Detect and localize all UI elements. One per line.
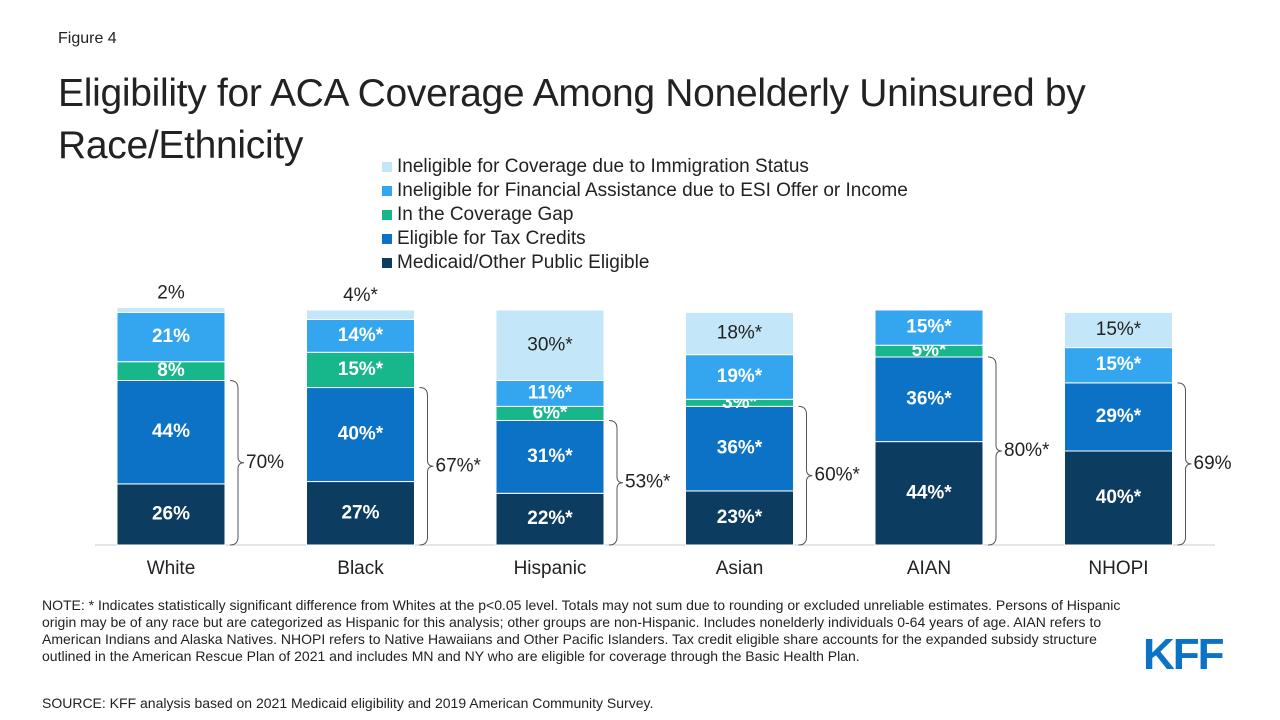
legend-label: Eligible for Tax Credits [397,228,586,249]
bar-segment [874,309,984,346]
data-label: 40%* [338,424,384,445]
bracket [798,405,813,546]
data-label: 15%* [338,359,384,380]
logo: KFF [1143,630,1225,679]
data-label: 6%* [533,402,568,423]
data-label: 31%* [527,446,573,467]
source: SOURCE: KFF analysis based on 2021 Medic… [42,695,654,711]
bracket [987,356,1003,546]
legend-label: Ineligible for Financial Assistance due … [397,180,908,201]
note: NOTE: * Indicates statistically signific… [42,597,1121,664]
bracket [1177,382,1192,546]
data-label: 26% [152,503,190,524]
bar-segment [306,309,415,320]
data-label: 18%* [717,323,763,344]
bar-segment [1064,347,1173,384]
data-label: 15%* [1096,319,1142,340]
bar-segment [495,309,605,381]
bracket-label: 69% [1194,453,1232,474]
bar-segment [495,492,605,546]
data-label: 29%* [1096,406,1142,427]
bar-segment [116,483,226,546]
bar-segment [116,311,226,363]
data-label: 11%* [528,382,573,403]
bar-segment [116,380,226,485]
x-tick-label: Hispanic [514,558,587,579]
data-label: 22%* [527,508,573,529]
figure-label: Figure 4 [58,30,117,47]
bracket [419,387,434,546]
data-label: 27% [341,502,379,523]
bar-segment [306,387,415,483]
bar-segment [874,356,984,443]
legend-swatch [382,258,392,268]
x-tick-label: White [147,558,196,579]
bar-segment [495,380,605,407]
bracket [608,419,624,546]
bar-segment [1064,311,1173,349]
data-label: 44% [152,421,190,442]
x-tick-label: NHOPI [1088,558,1148,579]
data-label: 30%* [527,334,573,355]
bar-segment [874,441,984,546]
data-label: 15%* [906,317,952,338]
bracket-label: 67%* [436,455,482,476]
legend-label: Medicaid/Other Public Eligible [397,252,649,273]
bar-segment [685,490,794,546]
bar-segment [1064,450,1173,546]
data-label: 14%* [338,325,384,346]
bracket-label: 80%* [1004,440,1050,461]
bar-segment [116,307,226,313]
legend-swatch [382,210,392,220]
x-tick-label: Black [337,558,384,579]
data-label: 40%* [1096,487,1142,508]
data-label: 36%* [906,388,952,409]
x-tick-label: AIAN [907,558,951,579]
x-tick-label: Asian [716,558,764,579]
bracket-label: 53%* [625,472,671,493]
data-label: 44%* [906,482,952,503]
data-label: 4%* [343,285,378,306]
bar-segment [685,311,794,356]
bar-segment [495,419,605,494]
bracket-label: 60%* [815,465,861,486]
data-label: 15%* [1096,354,1142,375]
bar-segment [685,354,794,400]
data-label: 36%* [717,438,763,459]
chart-title: Eligibility for ACA Coverage Among Nonel… [58,72,1086,167]
data-label: 23%* [717,507,763,528]
bracket [229,380,245,546]
legend-swatch [382,162,392,172]
legend-swatch [382,186,392,196]
bar-segment [1064,382,1173,452]
bar-segment [306,481,415,546]
data-label: 2% [157,283,185,304]
legend-swatch [382,234,392,244]
legend-label: In the Coverage Gap [397,204,573,225]
data-label: 21% [152,326,190,347]
bracket-label: 70% [246,452,284,473]
legend-label: Ineligible for Coverage due to Immigrati… [397,156,809,177]
bar-segment [306,318,415,353]
data-label: 19%* [717,366,763,387]
data-label: 8% [157,360,185,381]
